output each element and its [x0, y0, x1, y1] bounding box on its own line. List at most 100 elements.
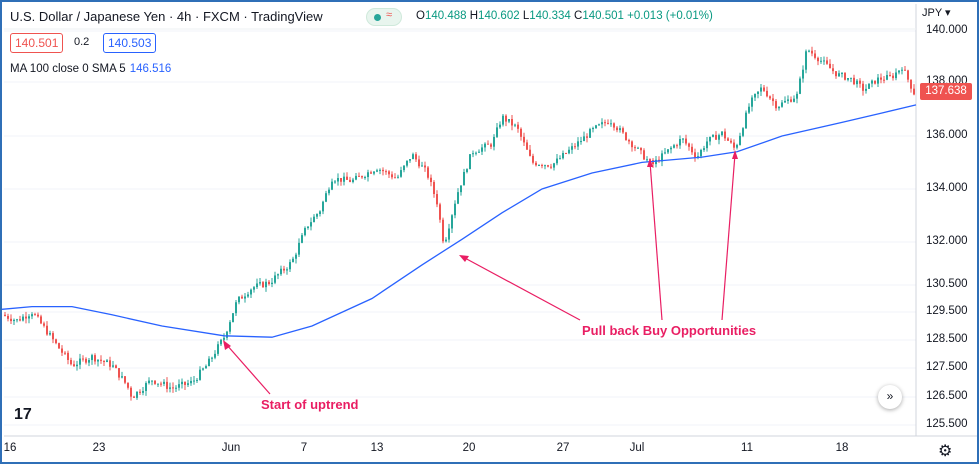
candle-body — [397, 176, 399, 178]
candle-body — [37, 314, 39, 317]
candle-body — [643, 150, 645, 160]
candle-body — [226, 331, 228, 338]
time-tick-label: 23 — [92, 442, 106, 454]
candle-body — [565, 153, 567, 155]
candle-body — [283, 268, 285, 271]
candle-body — [415, 154, 417, 160]
candle-body — [739, 135, 741, 145]
candle-body — [466, 169, 468, 172]
market-open-icon — [374, 14, 381, 21]
candle-body — [103, 360, 105, 363]
ohlc-close-key: C — [574, 10, 583, 22]
price-tick-label: 140.000 — [926, 24, 968, 36]
sell-price-button[interactable]: 140.501 — [10, 33, 64, 53]
time-tick-label: 27 — [556, 442, 570, 454]
candle-body — [457, 192, 459, 204]
pullback-annotation: Pull back Buy Opportunities — [582, 323, 757, 338]
candle-body — [535, 162, 537, 166]
candle-body — [868, 83, 870, 89]
candle-body — [877, 77, 879, 84]
candle-body — [253, 287, 255, 290]
candle-body — [499, 124, 501, 128]
candle-body — [187, 383, 189, 385]
candle-body — [847, 78, 849, 80]
candle-body — [235, 302, 237, 314]
candle-body — [112, 365, 114, 367]
candle-body — [751, 97, 753, 107]
candle-body — [64, 352, 66, 354]
scroll-to-realtime-button[interactable]: » — [878, 385, 902, 409]
candle-body — [109, 360, 111, 367]
uptrend-arrow — [225, 343, 271, 395]
candle-body — [685, 138, 687, 144]
candle-body — [694, 152, 696, 158]
candle-body — [832, 68, 834, 72]
candle-body — [514, 124, 516, 126]
settings-gear-icon[interactable]: ⚙ — [938, 443, 953, 460]
candle-body — [232, 313, 234, 323]
candle-body — [661, 153, 663, 162]
candle-body — [121, 376, 123, 378]
candle-body — [724, 131, 726, 139]
spread-value: 0.2 — [74, 36, 90, 48]
tradingview-logo[interactable]: 17 — [14, 406, 32, 423]
candle-body — [247, 294, 249, 297]
candle-body — [322, 201, 324, 212]
candle-body — [142, 390, 144, 393]
candle-body — [646, 159, 648, 161]
candle-body — [757, 91, 759, 94]
candle-body — [598, 124, 600, 126]
ma-value: 146.516 — [129, 63, 172, 75]
candle-body — [517, 124, 519, 129]
time-tick-label: 20 — [462, 442, 476, 454]
candle-body — [424, 165, 426, 168]
currency-selector[interactable]: JPY ▾ — [922, 6, 951, 19]
chart-title[interactable]: U.S. Dollar / Japanese Yen · 4h · FXCM ·… — [10, 9, 323, 24]
candle-body — [193, 380, 195, 382]
candle-body — [394, 177, 396, 179]
pullback-arrow-2 — [721, 153, 736, 321]
candle-body — [805, 51, 807, 70]
candle-body — [679, 139, 681, 146]
candle-body — [241, 296, 243, 299]
candle-body — [22, 316, 24, 321]
candle-body — [913, 88, 915, 95]
candle-body — [754, 93, 756, 98]
candle-body — [502, 115, 504, 125]
candle-body — [604, 122, 606, 124]
pullback-arrow-3 — [462, 256, 581, 321]
candle-body — [340, 178, 342, 182]
time-tick-label: 7 — [300, 442, 308, 454]
candle-body — [871, 80, 873, 84]
candle-body — [730, 140, 732, 143]
candle-body — [766, 90, 768, 97]
candle-body — [439, 204, 441, 220]
candle-body — [553, 163, 555, 168]
buy-price-button[interactable]: 140.503 — [103, 33, 157, 53]
candle-body — [295, 254, 297, 259]
candle-body — [742, 128, 744, 136]
candle-body — [286, 269, 288, 271]
candle-body — [583, 136, 585, 142]
pullback-arrowhead-3 — [459, 255, 469, 262]
ohlc-low-key: L — [522, 10, 530, 22]
candle-body — [700, 149, 702, 157]
candle-body — [736, 144, 738, 148]
candle-body — [796, 93, 798, 99]
candle-body — [511, 119, 513, 126]
ma-legend[interactable]: MA 100 close 0 SMA 5 146.516 — [10, 63, 171, 75]
price-tick-label: 129.500 — [926, 305, 968, 317]
candle-body — [874, 80, 876, 84]
market-status-pill[interactable]: ≈ — [366, 8, 402, 26]
candle-body — [100, 359, 102, 361]
ohlc-high-value: 140.602 — [478, 10, 520, 22]
candle-body — [382, 169, 384, 172]
candle-body — [190, 380, 192, 384]
candle-body — [319, 211, 321, 215]
candle-body — [385, 171, 387, 173]
candle-body — [133, 396, 135, 398]
candle-body — [478, 151, 480, 153]
candle-body — [391, 174, 393, 178]
candle-body — [580, 141, 582, 143]
